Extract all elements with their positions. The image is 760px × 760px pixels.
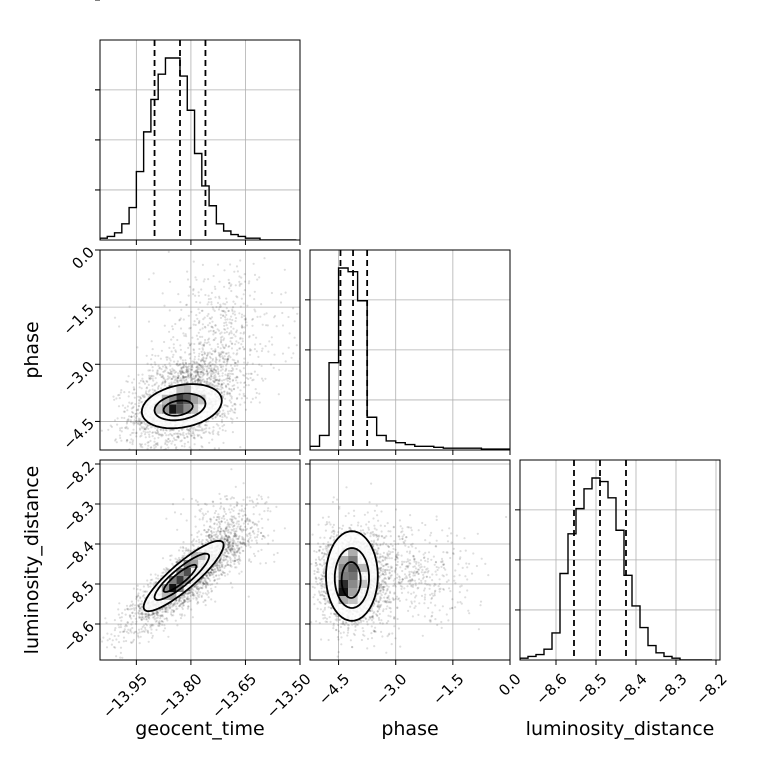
x-tick-label-phase: −4.5 [315,670,353,708]
x-tick-label-phase: −1.5 [429,670,467,708]
y-axis-label-luminosity_distance: luminosity_distance [21,466,43,655]
hist-panel-phase [305,249,511,455]
y-tick-label-luminosity_distance: −8.3 [60,497,98,535]
x-tick-label-luminosity_distance: −8.3 [652,670,690,708]
contour-level-1 [142,539,225,613]
joint-panel-geocent_time-phase [100,250,300,450]
density-cell [183,560,191,568]
density-cell [348,564,358,572]
density-cell [161,584,170,592]
density-cell [169,394,177,405]
joint-panel-geocent_time-luminosity_distance [100,460,300,660]
x-axis-label-luminosity_distance: luminosity_distance [526,718,715,740]
density-cell [161,394,170,405]
x-tick-label-phase: 0.0 [495,670,525,700]
density-cell [176,404,184,414]
x-tick-label-geocent_time: −13.50 [263,670,315,722]
density-cell [176,394,184,405]
y-tick-label-phase: −3.0 [60,358,98,396]
density-cell [161,592,170,600]
y-tick-label-luminosity_distance: −8.5 [60,577,98,615]
contour-level-2 [333,547,370,609]
histogram-luminosity_distance [520,477,712,660]
axes-frame [309,249,511,451]
y-tick-label-luminosity_distance: −8.2 [60,457,98,495]
contour-level-1 [325,530,379,622]
density-cell [183,568,191,576]
density-cell [357,580,368,588]
density-cell [169,584,177,592]
density-cell [198,394,206,405]
density-cell [176,576,184,584]
axes-frame [519,459,721,661]
density-cell [357,564,368,572]
y-tick-label-phase: −1.5 [60,300,98,338]
density-cell [183,394,191,405]
y-tick-label-phase: −4.5 [60,415,98,453]
density-cell [183,385,191,395]
x-tick-label-geocent_time: −13.95 [99,670,151,722]
density-cell [338,572,349,580]
density-cell [348,580,358,588]
contour-level-2 [153,552,211,601]
density-cell [176,584,184,592]
hist-panel-luminosity_distance [515,459,721,665]
density-cell [338,556,349,564]
density-cell [190,552,199,560]
joint-axes-geocent_time-luminosity_distance [95,459,301,665]
y-tick-label-luminosity_distance: −8.6 [60,617,98,655]
x-tick-label-geocent_time: −13.80 [154,670,206,722]
density-cell [348,596,358,604]
density-cell [169,404,177,414]
contour-level-3 [162,399,194,417]
y-tick-label-luminosity_distance: −8.4 [60,537,98,575]
histogram-geocent_time [100,57,297,240]
density-cell [154,404,162,414]
contour-level-3 [162,563,198,593]
y-axis-label-phase: phase [21,321,43,378]
joint-axes-geocent_time-phase [95,249,301,455]
joint-axes-phase-luminosity_distance [305,459,511,665]
density-cell [169,576,177,584]
hist-panel-geocent_time [95,0,301,245]
density-cell [338,580,349,588]
contour-level-2 [153,392,207,422]
y-tick-label-phase: 0.0 [68,243,98,273]
density-cell [190,394,199,405]
histogram-phase [310,267,510,450]
density-cell [348,588,358,596]
contour-level-3 [340,561,362,599]
density-cell [338,596,349,604]
density-cell [348,572,358,580]
axes-frame [99,249,301,451]
density-cell [176,385,184,395]
x-axis-label-phase: phase [381,718,438,740]
density-cell [190,404,199,414]
axes-frame [99,459,301,661]
axes-frame [309,459,511,661]
density-cell [348,556,358,564]
density-cell [169,592,177,600]
density-cell [183,404,191,414]
density-cell [348,548,358,556]
x-axis-label-geocent_time: geocent_time [135,718,264,740]
contour-level-1 [140,383,223,430]
density-cell [198,552,206,560]
x-tick-label-luminosity_distance: −8.2 [692,670,730,708]
x-tick-label-luminosity_distance: −8.4 [612,670,650,708]
x-tick-label-geocent_time: −13.65 [208,670,260,722]
joint-panel-phase-luminosity_distance [310,460,510,660]
x-tick-label-luminosity_distance: −8.6 [532,670,570,708]
x-tick-label-phase: −3.0 [372,670,410,708]
density-cell [161,404,170,414]
x-tick-label-luminosity_distance: −8.5 [572,670,610,708]
